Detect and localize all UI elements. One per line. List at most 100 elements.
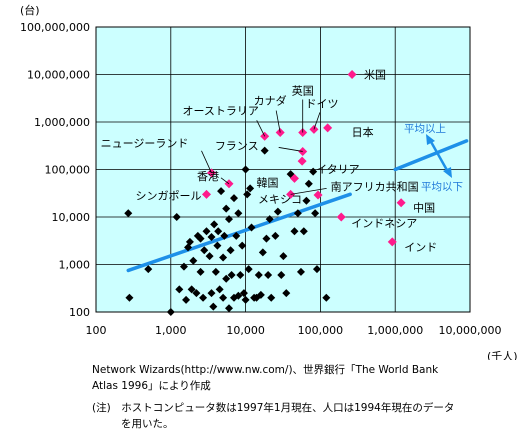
other-country-point [265, 215, 274, 224]
other-country-point [217, 187, 226, 196]
other-country-point [256, 290, 265, 299]
country-label: インド [404, 241, 437, 254]
other-country-point [247, 223, 256, 232]
x-tick-label: 10,000 [226, 324, 265, 337]
leader-line [290, 187, 327, 195]
other-country-point [225, 304, 234, 313]
country-label: オーストラリア [182, 104, 258, 117]
country-label: フランス [215, 139, 259, 152]
x-tick-label: 100,000 [298, 324, 344, 337]
other-country-point [239, 289, 248, 298]
other-country-point [302, 196, 311, 205]
country-label: イタリア [316, 163, 360, 176]
other-country-point [214, 227, 223, 236]
other-country-point [185, 237, 194, 246]
trend-lines [126, 139, 469, 273]
other-country-point [260, 146, 269, 155]
x-axis-ticks: 100 1,000 10,000 100,000 1,000,000 10,000,000 [86, 324, 502, 337]
other-country-point [236, 271, 245, 280]
other-country-point [258, 248, 267, 257]
arrow-icon [426, 134, 452, 178]
other-country-point [293, 209, 302, 218]
other-country-point [199, 293, 208, 302]
other-country-point [279, 252, 288, 261]
y-tick-label: 100,000 [45, 164, 91, 177]
annotation-below-average: 平均以下 [421, 181, 463, 193]
other-country-point [179, 262, 188, 271]
other-country-point [238, 241, 247, 250]
country-label: 米国 [364, 69, 386, 82]
country-label: 中国 [413, 202, 435, 215]
other-country-point [166, 308, 175, 316]
other-country-point [309, 167, 318, 176]
other-country-point [125, 293, 134, 302]
country-label: ニュージーランド [101, 137, 189, 150]
other-country-point [189, 256, 198, 265]
x-tick-label: 1,000,000 [367, 324, 423, 337]
other-country-point [220, 231, 229, 240]
leader-line [278, 147, 303, 152]
other-country-point [271, 231, 280, 240]
other-country-point [144, 265, 153, 274]
arrow-shaft [428, 139, 450, 173]
other-country-point [219, 253, 228, 262]
other-country-point [246, 184, 255, 193]
remark-note-line-2: を用いた。 [121, 418, 174, 430]
other-country-point [207, 232, 216, 241]
y-tick-label: 10,000 [52, 211, 91, 224]
other-country-point [210, 220, 219, 229]
highlighted-country-point [313, 190, 323, 200]
other-country-point [277, 271, 286, 280]
other-country-point [124, 209, 133, 218]
other-country-point [187, 285, 196, 294]
other-country-point [230, 194, 239, 203]
other-country-point [222, 204, 231, 213]
other-country-point [312, 265, 321, 274]
y-axis-ticks: 100 1,000 10,000 100,000 1,000,000 10,000,000… [20, 21, 90, 319]
other-country-point [304, 179, 313, 188]
y-axis-label: (台) [20, 3, 40, 17]
other-country-point [241, 165, 250, 174]
other-country-point [207, 289, 216, 298]
other-country-point [322, 293, 331, 302]
trend-line [126, 192, 352, 273]
source-note-line-2: Atlas 1996」により作成 [92, 380, 211, 392]
other-country-point [262, 234, 271, 243]
highlighted-country-point [289, 173, 299, 183]
arrow-head-down [443, 167, 452, 178]
highlighted-country-point [336, 212, 346, 222]
other-country-point [213, 241, 222, 250]
other-country-point [205, 252, 214, 261]
country-label: メキシコ [258, 193, 302, 206]
other-country-point [211, 267, 220, 276]
highlighted-country-point [347, 70, 357, 79]
leader-line [313, 112, 321, 130]
country-label: ドイツ [305, 97, 338, 110]
country-label: 韓国 [256, 176, 278, 189]
other-country-point [254, 271, 263, 280]
other-country-point [225, 215, 234, 224]
other-country-point [175, 285, 184, 294]
highlighted-country-point [396, 198, 406, 208]
arrow-head-up [426, 134, 435, 145]
country-label: シンガポール [135, 189, 201, 202]
x-tick-label: 1,000 [155, 324, 187, 337]
other-country-point [273, 207, 282, 216]
other-country-point [296, 267, 305, 276]
other-country-point [202, 227, 211, 236]
leader-line [275, 110, 281, 133]
country-label: インドネシア [351, 217, 417, 230]
other-country-point [234, 209, 243, 218]
trend-line-upper [393, 139, 469, 172]
other-country-point [182, 295, 191, 304]
country-label: 英国 [292, 84, 314, 98]
other-country-point [290, 227, 299, 236]
highlighted-country-point [323, 123, 333, 133]
other-country-point [299, 227, 308, 236]
highlighted-country-point [201, 189, 211, 199]
x-tick-label: 100 [86, 324, 107, 337]
other-country-point [200, 246, 209, 255]
country-label: 日本 [352, 125, 374, 139]
other-country-point [209, 302, 218, 311]
